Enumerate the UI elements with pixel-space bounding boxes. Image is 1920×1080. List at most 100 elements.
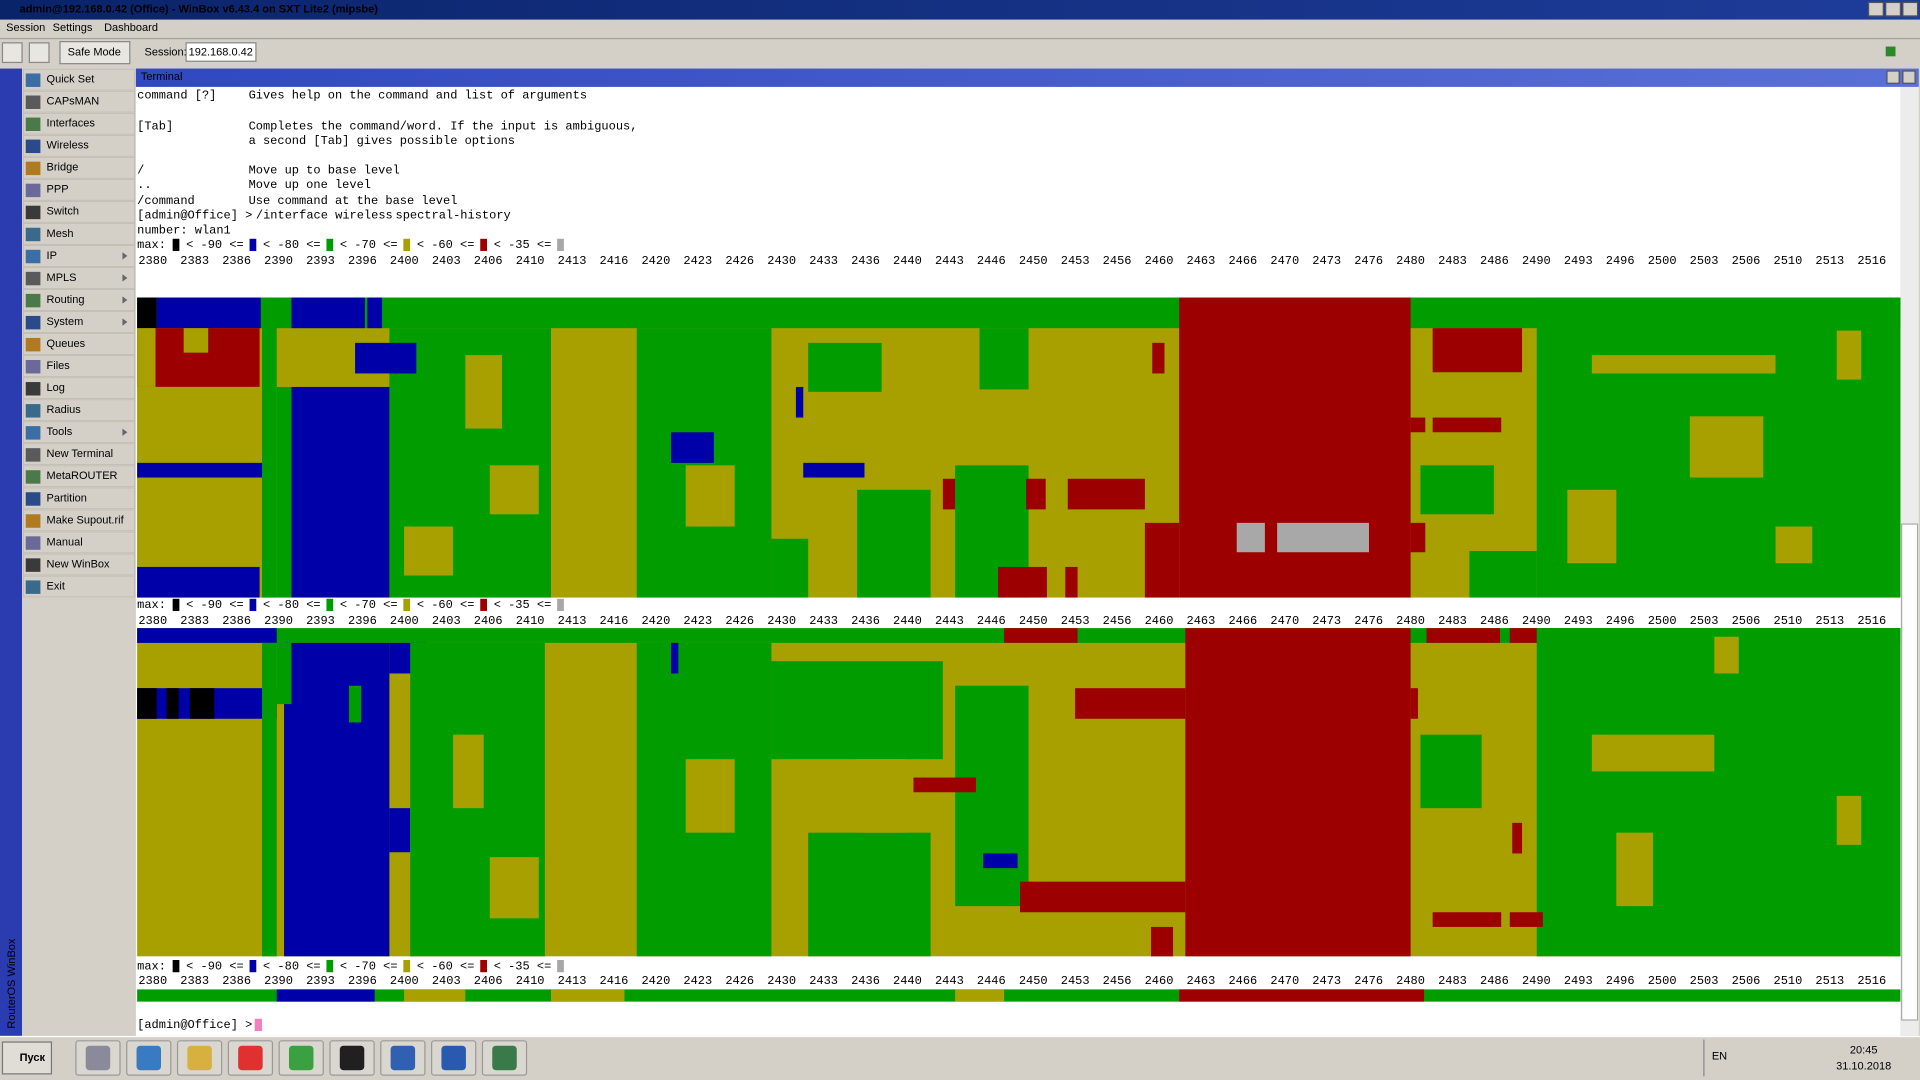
sidebar-item-bg[interactable] <box>22 575 135 598</box>
heatmap-cell <box>1616 832 1654 907</box>
frequency-label: 2430 <box>767 974 796 988</box>
menu-item[interactable]: Session <box>6 22 45 34</box>
sidebar-item[interactable]: Bridge <box>47 162 79 174</box>
taskbar-app-icon <box>441 1045 466 1071</box>
sidebar-item-bg[interactable] <box>22 553 135 576</box>
session-input[interactable] <box>185 42 257 62</box>
sidebar-item[interactable]: MPLS <box>47 272 77 284</box>
brand-strip <box>0 68 23 1036</box>
frequency-label: 2456 <box>1103 614 1132 628</box>
undo-button[interactable] <box>1 42 23 64</box>
sidebar-item[interactable]: Make Supout.rif <box>47 514 125 526</box>
sidebar-item-bg[interactable] <box>22 112 135 135</box>
sidebar-item-bg[interactable] <box>22 465 135 488</box>
text-layer: admin@192.168.0.42 (Office) - WinBox v6.… <box>6 4 1891 1076</box>
sidebar-item-bg[interactable] <box>22 355 135 377</box>
sidebar-item[interactable]: New WinBox <box>47 558 111 570</box>
sidebar-item[interactable]: System <box>47 316 84 328</box>
sidebar-item[interactable]: Queues <box>47 338 86 350</box>
sidebar-item[interactable]: Mesh <box>47 228 74 240</box>
sidebar-item-bg[interactable] <box>22 68 135 91</box>
sidebar-item[interactable]: Files <box>47 360 71 372</box>
sidebar-item[interactable]: Radius <box>47 404 82 416</box>
maximize-button[interactable] <box>1885 1 1902 17</box>
heatmap-cell <box>1426 628 1500 643</box>
heatmap-cell <box>137 628 277 643</box>
frequency-label: 2436 <box>851 614 880 628</box>
legend-label: max: <box>137 238 166 252</box>
sidebar-item-bg[interactable] <box>22 90 135 113</box>
scroll-thumb[interactable] <box>1901 523 1919 1021</box>
heatmap-cell <box>671 432 714 463</box>
sidebar-item-bg[interactable] <box>22 157 135 179</box>
sidebar-item[interactable]: Partition <box>47 492 87 504</box>
legend-item: < -35 <= <box>494 959 552 973</box>
sidebar-item-bg[interactable] <box>22 509 135 532</box>
sidebar-item[interactable]: Tools <box>47 426 73 438</box>
start-button[interactable] <box>1 1041 53 1075</box>
close-button[interactable] <box>1902 1 1919 17</box>
sidebar-item-bg[interactable] <box>22 223 135 245</box>
sidebar-item[interactable]: Manual <box>47 536 83 548</box>
sidebar-item-bg[interactable] <box>22 245 135 267</box>
terminal-close[interactable] <box>1902 70 1916 84</box>
frequency-label: 2503 <box>1690 254 1719 268</box>
sidebar-item-bg[interactable] <box>22 531 135 554</box>
frequency-label: 2443 <box>935 974 964 988</box>
heatmap-cell <box>942 478 956 510</box>
sidebar-item[interactable]: Switch <box>47 206 79 218</box>
help-desc: Use command at the base level <box>249 194 458 208</box>
sidebar-item[interactable]: Log <box>47 382 65 394</box>
sidebar-item[interactable]: Routing <box>47 294 85 306</box>
sidebar-item-bg[interactable] <box>22 201 135 223</box>
frequency-label: 2466 <box>1228 614 1257 628</box>
sidebar-item-bg[interactable] <box>22 399 135 421</box>
sidebar-item[interactable]: IP <box>47 250 57 262</box>
frequency-label: 2490 <box>1522 974 1551 988</box>
sidebar-item[interactable]: MetaROUTER <box>47 470 118 482</box>
menu-item[interactable]: Settings <box>53 22 93 34</box>
terminal-restore[interactable] <box>1886 70 1900 84</box>
sidebar-item-bg[interactable] <box>22 267 135 289</box>
frequency-label: 2416 <box>600 614 629 628</box>
frequency-label: 2416 <box>600 974 629 988</box>
legend-swatch <box>403 960 411 973</box>
safe-mode-button[interactable] <box>59 41 131 65</box>
heatmap-cell <box>489 857 539 919</box>
heatmap-cell <box>465 355 503 429</box>
sidebar-item[interactable]: Wireless <box>47 140 90 152</box>
tray-time: 20:45 <box>1850 1045 1878 1057</box>
legend-swatch <box>557 598 564 612</box>
menu-item[interactable]: Dashboard <box>104 22 158 34</box>
sidebar-item-bg[interactable] <box>22 333 135 355</box>
sidebar-item-bg[interactable] <box>22 179 135 201</box>
sidebar-item[interactable]: CAPsMAN <box>47 96 100 108</box>
sidebar-item-bg[interactable] <box>22 135 135 157</box>
sidebar-item[interactable]: PPP <box>47 184 69 196</box>
legend-swatch <box>557 238 564 252</box>
sidebar-item[interactable]: New Terminal <box>47 448 114 460</box>
sidebar-item[interactable]: Exit <box>47 580 65 592</box>
frequency-label: 2396 <box>348 254 377 268</box>
sidebar-item-bg[interactable] <box>22 289 135 311</box>
sidebar-item-bg[interactable] <box>22 421 135 443</box>
legend-swatch <box>557 960 564 973</box>
frequency-label: 2413 <box>558 254 587 268</box>
redo-button[interactable] <box>28 42 50 64</box>
frequency-label: 2420 <box>641 254 670 268</box>
sidebar-item-bg[interactable] <box>22 377 135 399</box>
sidebar-item[interactable]: Quick Set <box>47 73 95 85</box>
frequency-label: 2436 <box>851 254 880 268</box>
heatmap-cell <box>1075 688 1186 719</box>
sidebar-item-bg[interactable] <box>22 487 135 510</box>
heatmap-cell <box>1432 328 1523 373</box>
help-desc: Completes the command/word. If the input… <box>249 119 638 133</box>
heatmap-cell <box>1067 478 1145 510</box>
sidebar-item-bg[interactable] <box>22 443 135 465</box>
legend-item: < -35 <= <box>494 238 552 252</box>
minimize-button[interactable] <box>1867 1 1884 17</box>
heatmap-cell <box>685 465 735 527</box>
sidebar-item[interactable]: Interfaces <box>47 118 96 130</box>
heatmap-cell <box>685 759 735 833</box>
sidebar-item-bg[interactable] <box>22 311 135 333</box>
